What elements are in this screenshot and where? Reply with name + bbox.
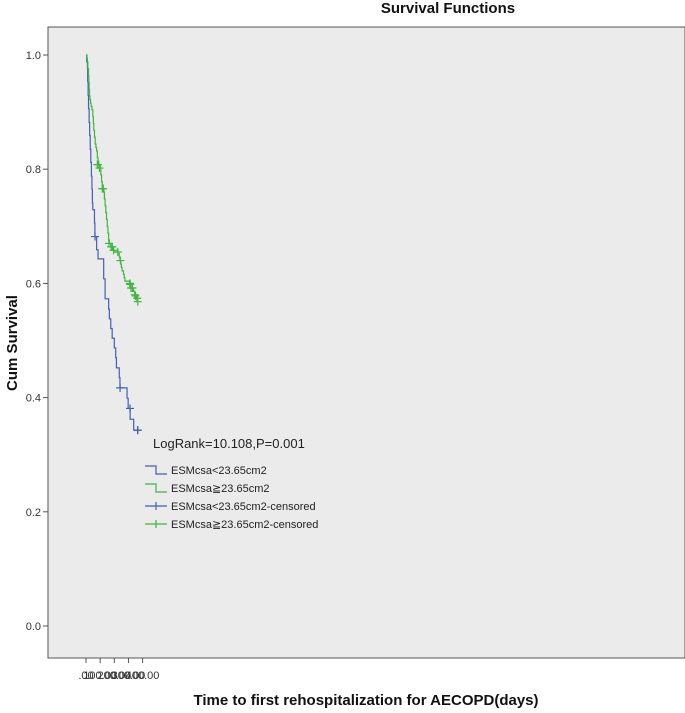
legend-label: ESMcsa<23.65cm2: [171, 465, 267, 477]
censor-mark-1: [128, 283, 137, 292]
y-tick-label: 0.4: [26, 393, 41, 405]
series-line-1: [86, 54, 138, 303]
legend-swatch: [145, 483, 167, 493]
y-tick-label: 1.0: [26, 50, 41, 62]
censor-mark-0: [133, 426, 142, 435]
censor-mark-1: [95, 164, 104, 173]
x-tick-label: 200.00: [97, 670, 131, 682]
censor-mark-1: [116, 256, 125, 265]
y-axis-ticks: 0.0 0.2 0.4 0.6 0.8 1.0: [26, 50, 48, 633]
censor-layer: [91, 160, 142, 435]
y-tick-label: 0.2: [26, 507, 41, 519]
x-tick-label: 400.00: [126, 670, 160, 682]
censor-mark-1: [94, 160, 103, 169]
legend-label: ESMcsa≧23.65cm2-censored: [171, 519, 318, 531]
x-axis-title: Time to first rehospitalization for AECO…: [193, 692, 538, 709]
censor-mark-0: [91, 232, 100, 241]
x-tick-label: .00: [78, 670, 93, 682]
x-tick-label: 300.00: [112, 670, 146, 682]
series-layer: [86, 54, 138, 431]
y-tick-label: 0.8: [26, 164, 41, 176]
y-axis-title: Cum Survival: [4, 295, 21, 391]
censor-mark-1: [98, 184, 107, 193]
legend: ESMcsa<23.65cm2 ESMcsa≧23.65cm2 ESMcsa<23.…: [145, 465, 318, 531]
censor-mark-0: [116, 383, 125, 392]
chart-title: Survival Functions: [381, 0, 515, 17]
censor-mark-0: [126, 404, 135, 413]
censor-mark-1: [109, 246, 118, 255]
censor-mark-1: [108, 242, 117, 251]
legend-label: ESMcsa<23.65cm2-censored: [171, 501, 316, 513]
x-tick-label: 100.00: [83, 670, 117, 682]
legend-swatch: [145, 465, 167, 475]
y-tick-label: 0.0: [26, 621, 41, 633]
logrank-annotation: LogRank=10.108,P=0.001: [153, 436, 305, 451]
censor-mark-1: [133, 297, 142, 306]
legend-label: ESMcsa≧23.65cm2: [171, 483, 269, 495]
y-tick-label: 0.6: [26, 278, 41, 290]
plot-area: [47, 26, 685, 659]
censor-mark-1: [113, 247, 122, 256]
series-line-0: [86, 54, 138, 431]
